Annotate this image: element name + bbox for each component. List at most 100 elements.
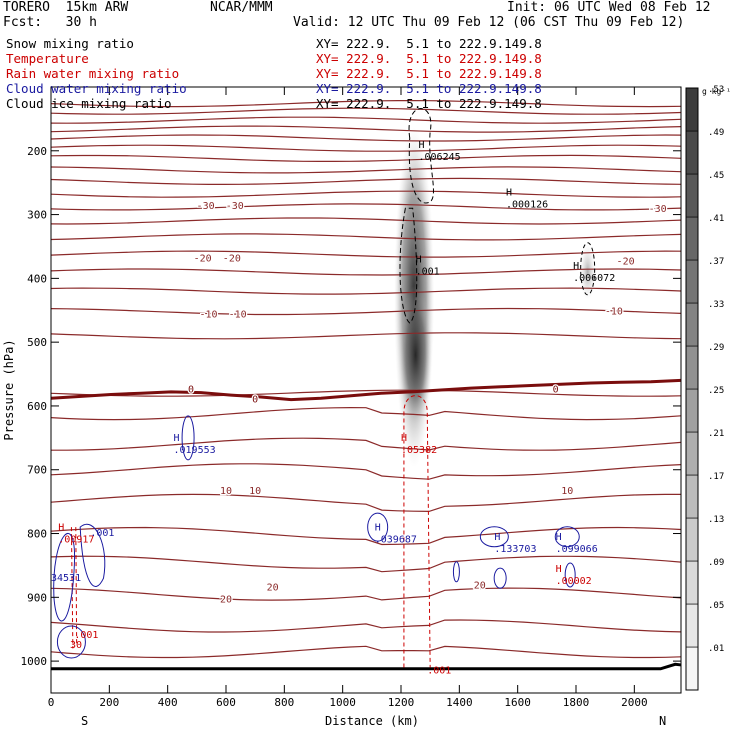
- extremum-value: .099066: [556, 544, 598, 555]
- extremum-marker: H: [375, 523, 381, 534]
- extremum-marker: H: [556, 532, 562, 543]
- colorbar-cell: [685, 87, 699, 132]
- rain-contour-south: [70, 527, 78, 649]
- extremum-value: .001: [90, 528, 114, 539]
- extremum-marker: H: [416, 255, 422, 266]
- colorbar-label: .29: [708, 343, 724, 353]
- isotherm-line: [50, 217, 682, 225]
- isotherm-label: -10: [605, 306, 623, 317]
- cloud-water-contour: [181, 415, 195, 461]
- y-tick-label: 500: [27, 336, 47, 349]
- extremum-marker: H: [506, 188, 512, 199]
- extremum-marker: H: [494, 532, 500, 543]
- isotherm-line: [50, 587, 682, 601]
- xy-rain: XY= 222.9. 5.1 to 222.9.149.8: [316, 66, 542, 81]
- isotherm-line: [51, 437, 682, 451]
- colorbar-label: .45: [708, 171, 724, 181]
- isotherm-line: [50, 268, 682, 276]
- cloud-water-contour: [493, 567, 507, 589]
- isotherm-line: [50, 307, 682, 316]
- isotherm-label: 0: [252, 394, 258, 405]
- y-tick-label: 1000: [21, 655, 48, 668]
- colorbar-label: .41: [708, 214, 724, 224]
- x-tick-label: 1400: [446, 696, 473, 709]
- y-tick-label: 200: [27, 145, 47, 158]
- y-tick-label: 900: [27, 591, 47, 604]
- extremum-marker: H: [419, 140, 425, 151]
- isotherm-line: [50, 463, 682, 480]
- colorbar-label: .37: [708, 257, 724, 267]
- isotherm-line: [50, 619, 682, 633]
- colorbar-units: g kg⁻¹: [702, 87, 731, 96]
- y-tick-label: 600: [27, 400, 47, 413]
- extremum-value: .001: [427, 665, 451, 676]
- isotherm-label: -30: [226, 201, 244, 212]
- snow-plume-north: [579, 243, 596, 300]
- isotherm-line: [50, 287, 682, 295]
- legend-snow: Snow mixing ratio: [6, 36, 134, 51]
- cloud-water-contour-south3: [56, 625, 86, 659]
- x-tick-label: 200: [99, 696, 119, 709]
- isotherm-line: [50, 166, 682, 174]
- isotherm-line: [50, 389, 682, 397]
- colorbar-label: .21: [708, 429, 724, 439]
- isotherm-line: [50, 203, 682, 211]
- cloud-water-contour: [367, 512, 389, 542]
- isotherm-line: [50, 526, 682, 546]
- legend-cloud-ice: Cloud ice mixing ratio: [6, 96, 172, 111]
- isotherm-label: 10: [561, 486, 573, 497]
- center-title: NCAR/MMM: [210, 0, 273, 15]
- extremum-value: .006072: [573, 273, 615, 284]
- extremum-value: .00002: [556, 576, 592, 587]
- extremum-value: 30: [70, 640, 82, 651]
- colorbar-label: .13: [708, 515, 724, 525]
- x-tick-label: 600: [216, 696, 236, 709]
- x-tick-label: 1200: [388, 696, 415, 709]
- isotherm-line: [50, 645, 682, 659]
- y-tick-label: 400: [27, 272, 47, 285]
- isotherm-line: [50, 177, 682, 185]
- cloud-water-contour-south: [53, 532, 76, 622]
- colorbar-cell: [685, 173, 699, 218]
- colorbar-label: .17: [708, 472, 724, 482]
- colorbar-label: .09: [708, 558, 724, 568]
- isotherm-label: -20: [194, 253, 212, 264]
- model-title: TORERO 15km ARW: [3, 0, 129, 15]
- y-axis-label: Pressure (hPa): [2, 339, 16, 440]
- colorbar-cell: [685, 345, 699, 390]
- legend-rain: Rain water mixing ratio: [6, 66, 180, 81]
- endpoint-left: S: [81, 714, 88, 728]
- extremum-value: .001: [74, 630, 98, 641]
- isotherm-line: [50, 190, 682, 198]
- colorbar-cell: [685, 388, 699, 433]
- x-tick-label: 800: [274, 696, 294, 709]
- colorbar-label: .53: [708, 85, 724, 95]
- extremum-marker: H: [174, 433, 180, 444]
- colorbar-label: .33: [708, 300, 724, 310]
- ice-contour-north: [580, 242, 596, 296]
- cloud-water-contour: [554, 526, 580, 548]
- colorbar-cell: [685, 302, 699, 347]
- endpoint-right: N: [659, 714, 666, 728]
- isotherm-label: -30: [649, 204, 667, 215]
- legend-cloud-water: Cloud water mixing ratio: [6, 81, 187, 96]
- extremum-marker: H: [556, 564, 562, 575]
- extremum-value: .019553: [174, 445, 216, 456]
- cloud-water-contour: [452, 561, 460, 583]
- isotherm-line: [50, 116, 682, 124]
- isotherm-label: 10: [249, 486, 261, 497]
- isotherm-label: -30: [197, 201, 215, 212]
- colorbar-label: .05: [708, 601, 724, 611]
- xy-temperature: XY= 222.9. 5.1 to 222.9.149.8: [316, 51, 542, 66]
- extremum-marker: H: [401, 433, 407, 444]
- cloud-water-contour-south2: [79, 523, 106, 587]
- isotherm-label: 0: [553, 385, 559, 396]
- colorbar-label: .25: [708, 386, 724, 396]
- legend-temperature: Temperature: [6, 51, 89, 66]
- x-tick-label: 1800: [563, 696, 590, 709]
- extremum-value: .006245: [419, 152, 461, 163]
- isotherm-label: -20: [617, 257, 635, 268]
- extremum-value: 34531: [51, 573, 81, 584]
- xy-cloud-ice: XY= 222.9. 5.1 to 222.9.149.8: [316, 96, 542, 111]
